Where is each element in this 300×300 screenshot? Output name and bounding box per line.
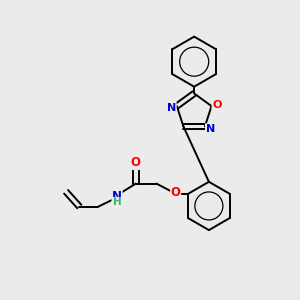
Text: O: O — [212, 100, 221, 110]
Text: O: O — [131, 157, 141, 169]
Text: H: H — [112, 197, 122, 207]
Text: N: N — [206, 124, 215, 134]
Text: N: N — [112, 190, 122, 203]
Text: N: N — [167, 103, 176, 112]
Text: O: O — [171, 186, 181, 199]
